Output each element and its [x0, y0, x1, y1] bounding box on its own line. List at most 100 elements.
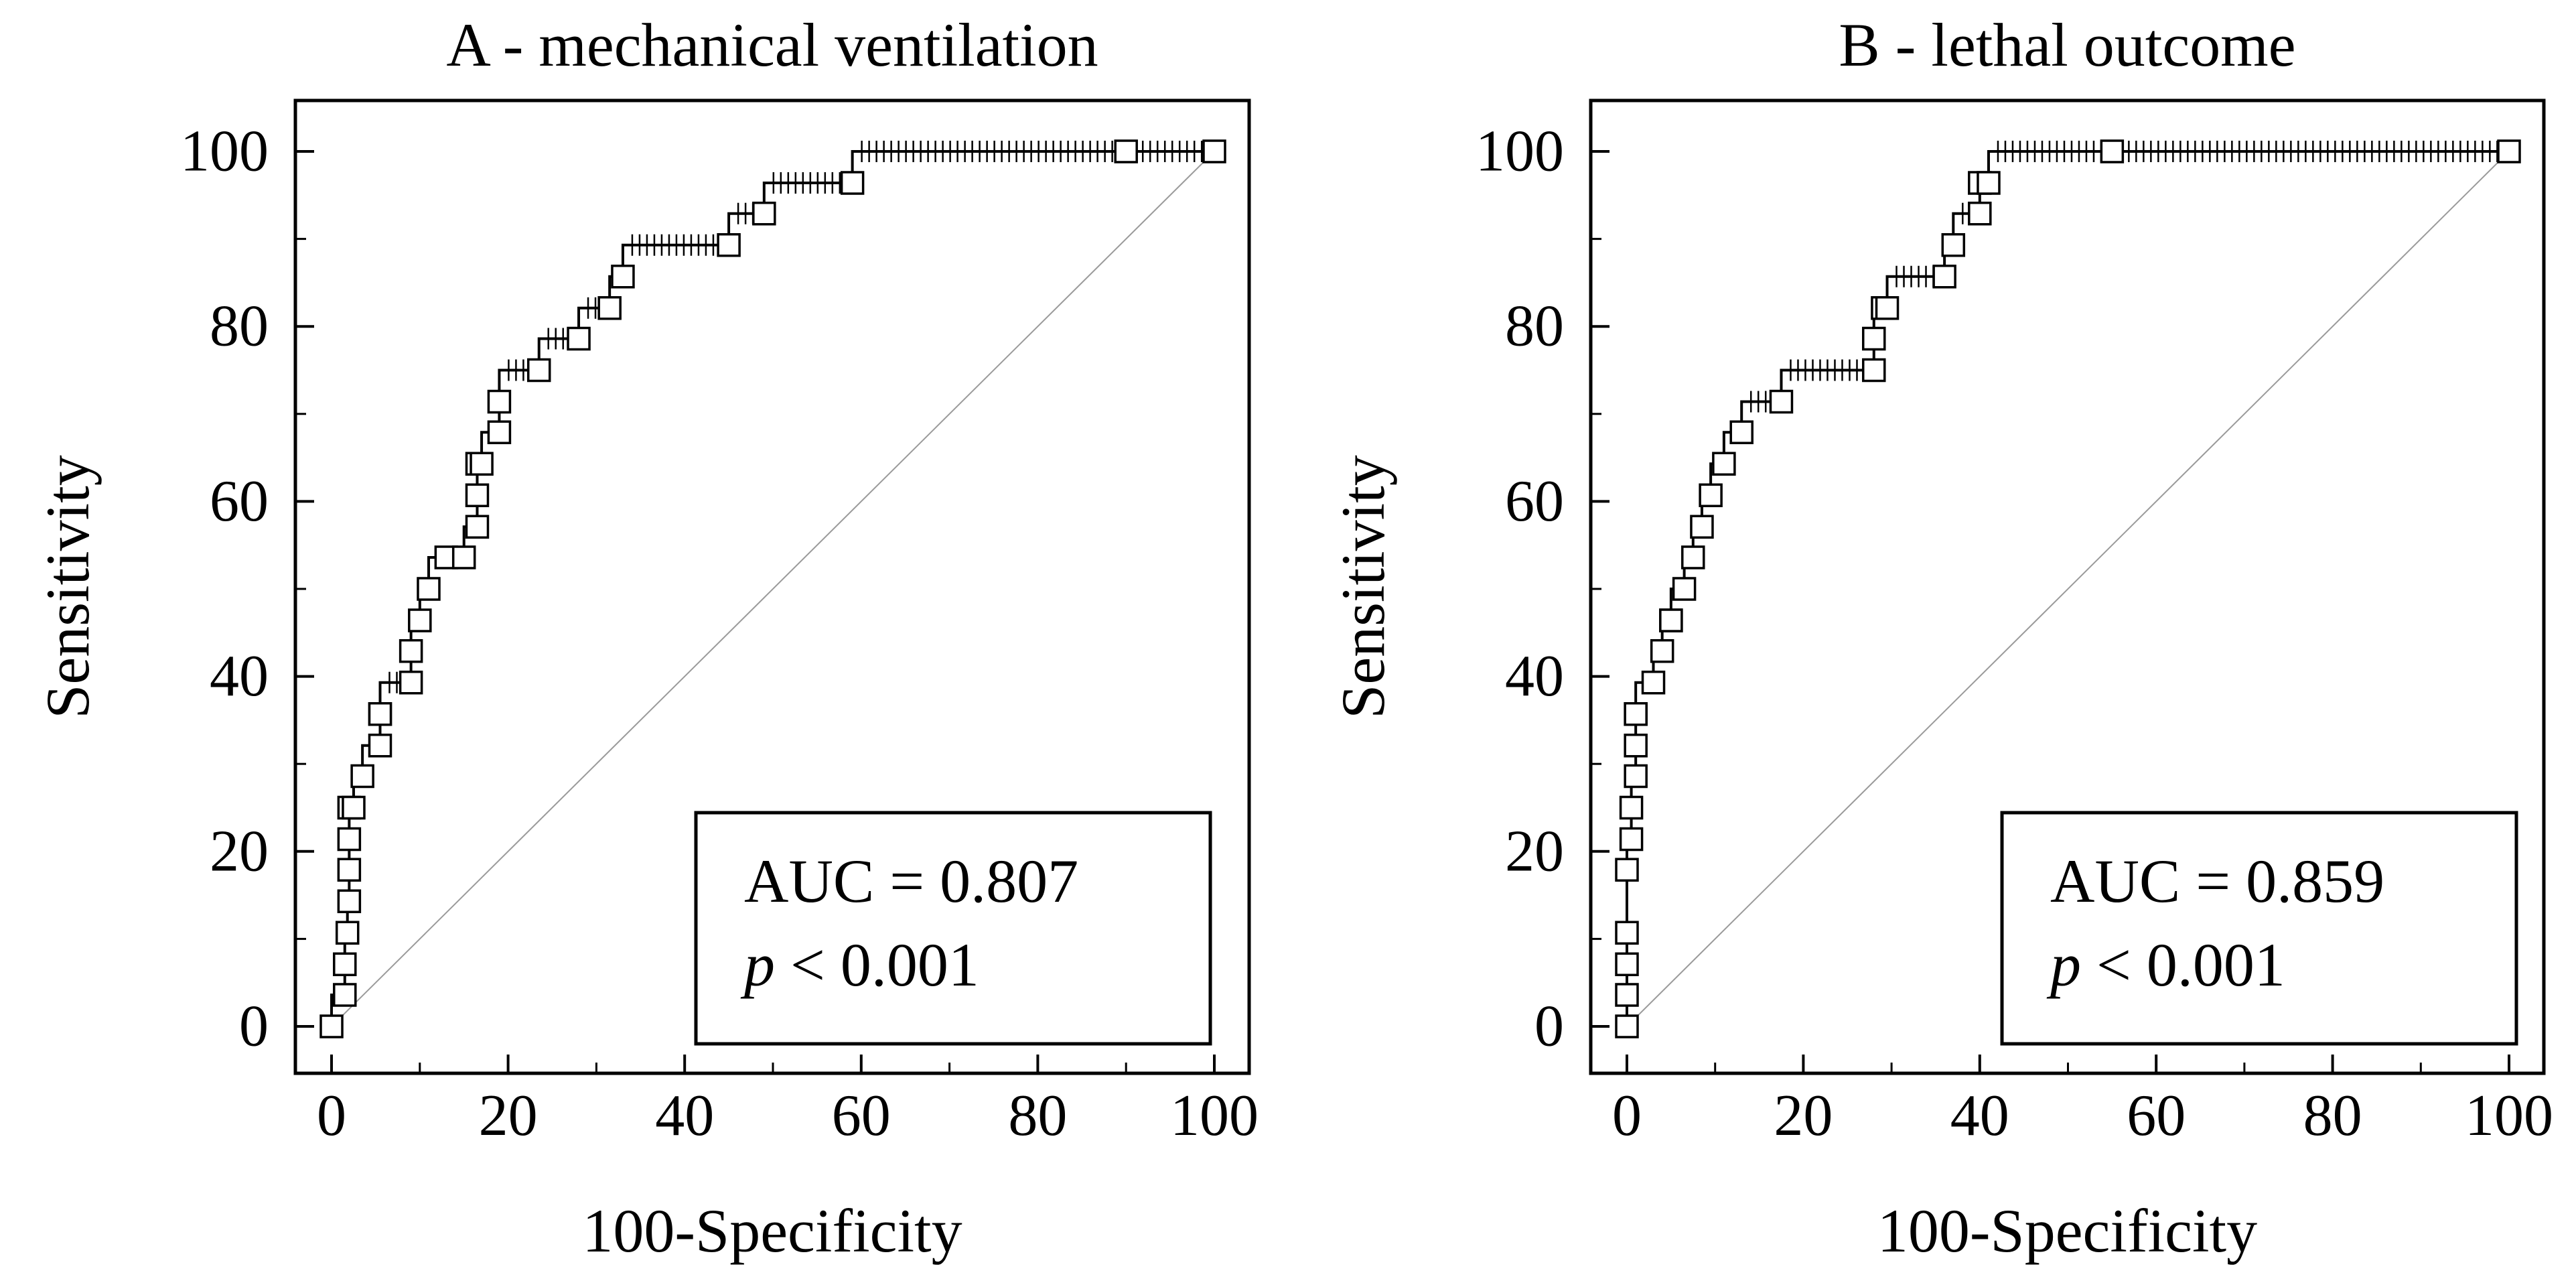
roc-point: [470, 452, 494, 476]
roc-point: [2497, 139, 2521, 163]
chart-title: B - lethal outcome: [1839, 11, 2295, 79]
roc-point: [337, 889, 362, 913]
roc-point: [1624, 702, 1648, 726]
x-tick-label: 40: [655, 1083, 714, 1148]
roc-point: [597, 296, 622, 320]
roc-point: [1729, 420, 1754, 444]
roc-point: [368, 734, 392, 758]
auc-box: [694, 811, 1212, 1046]
roc-point: [1862, 358, 1886, 383]
roc-point: [319, 1014, 344, 1038]
x-tick-label: 100: [1170, 1083, 1259, 1148]
roc-point: [1641, 670, 1666, 695]
roc-point: [1615, 952, 1639, 977]
x-tick-label: 80: [1008, 1083, 1067, 1148]
roc-point: [1968, 201, 1992, 226]
chart-title: A - mechanical ventilation: [446, 11, 1098, 79]
roc-point: [337, 827, 362, 852]
roc-point: [1690, 515, 1714, 539]
p-value: p < 0.001: [740, 931, 979, 999]
y-tick-label: 60: [1505, 469, 1564, 534]
chart-panel-b: B - lethal outcome 100-Specificity Sensiti…: [1329, 11, 2553, 1265]
roc-point: [337, 858, 362, 882]
reference-diagonal: [331, 151, 1215, 1027]
roc-point: [567, 326, 591, 351]
roc-point: [399, 670, 423, 695]
x-axis-label: 100-Specificity: [1877, 1197, 2257, 1265]
y-tick-label: 20: [210, 819, 269, 884]
roc-point: [333, 983, 357, 1007]
p-threshold: < 0.001: [2081, 931, 2285, 999]
auc-box: [2000, 811, 2518, 1046]
roc-point: [526, 358, 551, 383]
roc-point: [333, 952, 357, 977]
roc-point: [451, 545, 476, 569]
roc-point: [1202, 139, 1226, 163]
x-tick-label: 40: [1950, 1083, 2009, 1148]
x-tick-label: 60: [832, 1083, 891, 1148]
roc-point: [1619, 795, 1644, 820]
roc-point: [335, 921, 360, 945]
x-tick-label: 0: [317, 1083, 346, 1148]
auc-value: AUC = 0.807: [744, 847, 1078, 915]
roc-point: [1977, 171, 2001, 195]
p-symbol: p: [2046, 931, 2081, 999]
y-tick-label: 20: [1505, 819, 1564, 884]
y-tick-label: 80: [1505, 294, 1564, 359]
roc-point: [1624, 734, 1648, 758]
roc-point: [417, 577, 441, 601]
y-tick-label: 0: [1534, 994, 1564, 1059]
roc-point: [1114, 139, 1138, 163]
x-axis-label: 100-Specificity: [582, 1197, 962, 1265]
y-tick-label: 80: [210, 294, 269, 359]
roc-point: [1712, 452, 1736, 476]
roc-point: [1624, 764, 1648, 789]
roc-point: [611, 265, 635, 289]
chart-panel-a: A - mechanical ventilation 100-Specificit…: [33, 11, 1259, 1265]
roc-point: [342, 795, 366, 820]
roc-point: [1650, 638, 1674, 663]
roc-point: [1615, 921, 1639, 945]
x-tick-label: 20: [479, 1083, 538, 1148]
p-symbol: p: [740, 931, 775, 999]
roc-point: [1699, 483, 1723, 508]
roc-point: [1769, 389, 1794, 414]
x-tick-label: 80: [2303, 1083, 2362, 1148]
roc-point: [1619, 827, 1644, 852]
y-tick-label: 40: [1505, 644, 1564, 709]
roc-point: [368, 702, 392, 726]
x-tick-label: 100: [2465, 1083, 2553, 1148]
roc-point: [2100, 139, 2125, 163]
auc-value: AUC = 0.859: [2050, 847, 2384, 915]
roc-point: [408, 608, 432, 632]
roc-point: [487, 420, 512, 444]
roc-point: [717, 232, 741, 257]
x-tick-label: 60: [2127, 1083, 2186, 1148]
roc-point: [1672, 577, 1697, 601]
reference-diagonal: [1626, 151, 2510, 1027]
roc-point: [487, 389, 512, 414]
roc-point: [350, 764, 374, 789]
roc-point: [1932, 265, 1956, 289]
p-value: p < 0.001: [2046, 931, 2285, 999]
y-tick-label: 40: [210, 644, 269, 709]
roc-point: [465, 515, 490, 539]
roc-point: [1615, 983, 1639, 1007]
y-tick-label: 0: [239, 994, 269, 1059]
roc-point: [1615, 858, 1639, 882]
p-threshold: < 0.001: [775, 931, 979, 999]
roc-point: [1659, 608, 1683, 632]
y-tick-label: 100: [180, 119, 269, 184]
roc-point: [1875, 296, 1900, 320]
roc-point: [840, 171, 865, 195]
roc-point: [1941, 232, 1966, 257]
roc-point: [399, 638, 423, 663]
roc-point: [465, 483, 490, 508]
roc-point: [1681, 545, 1705, 569]
x-tick-label: 0: [1612, 1083, 1642, 1148]
y-axis-label: Sensitivity: [33, 455, 102, 719]
roc-point: [1615, 1014, 1639, 1038]
y-tick-label: 60: [210, 469, 269, 534]
y-axis-label: Sensitivity: [1329, 455, 1397, 719]
